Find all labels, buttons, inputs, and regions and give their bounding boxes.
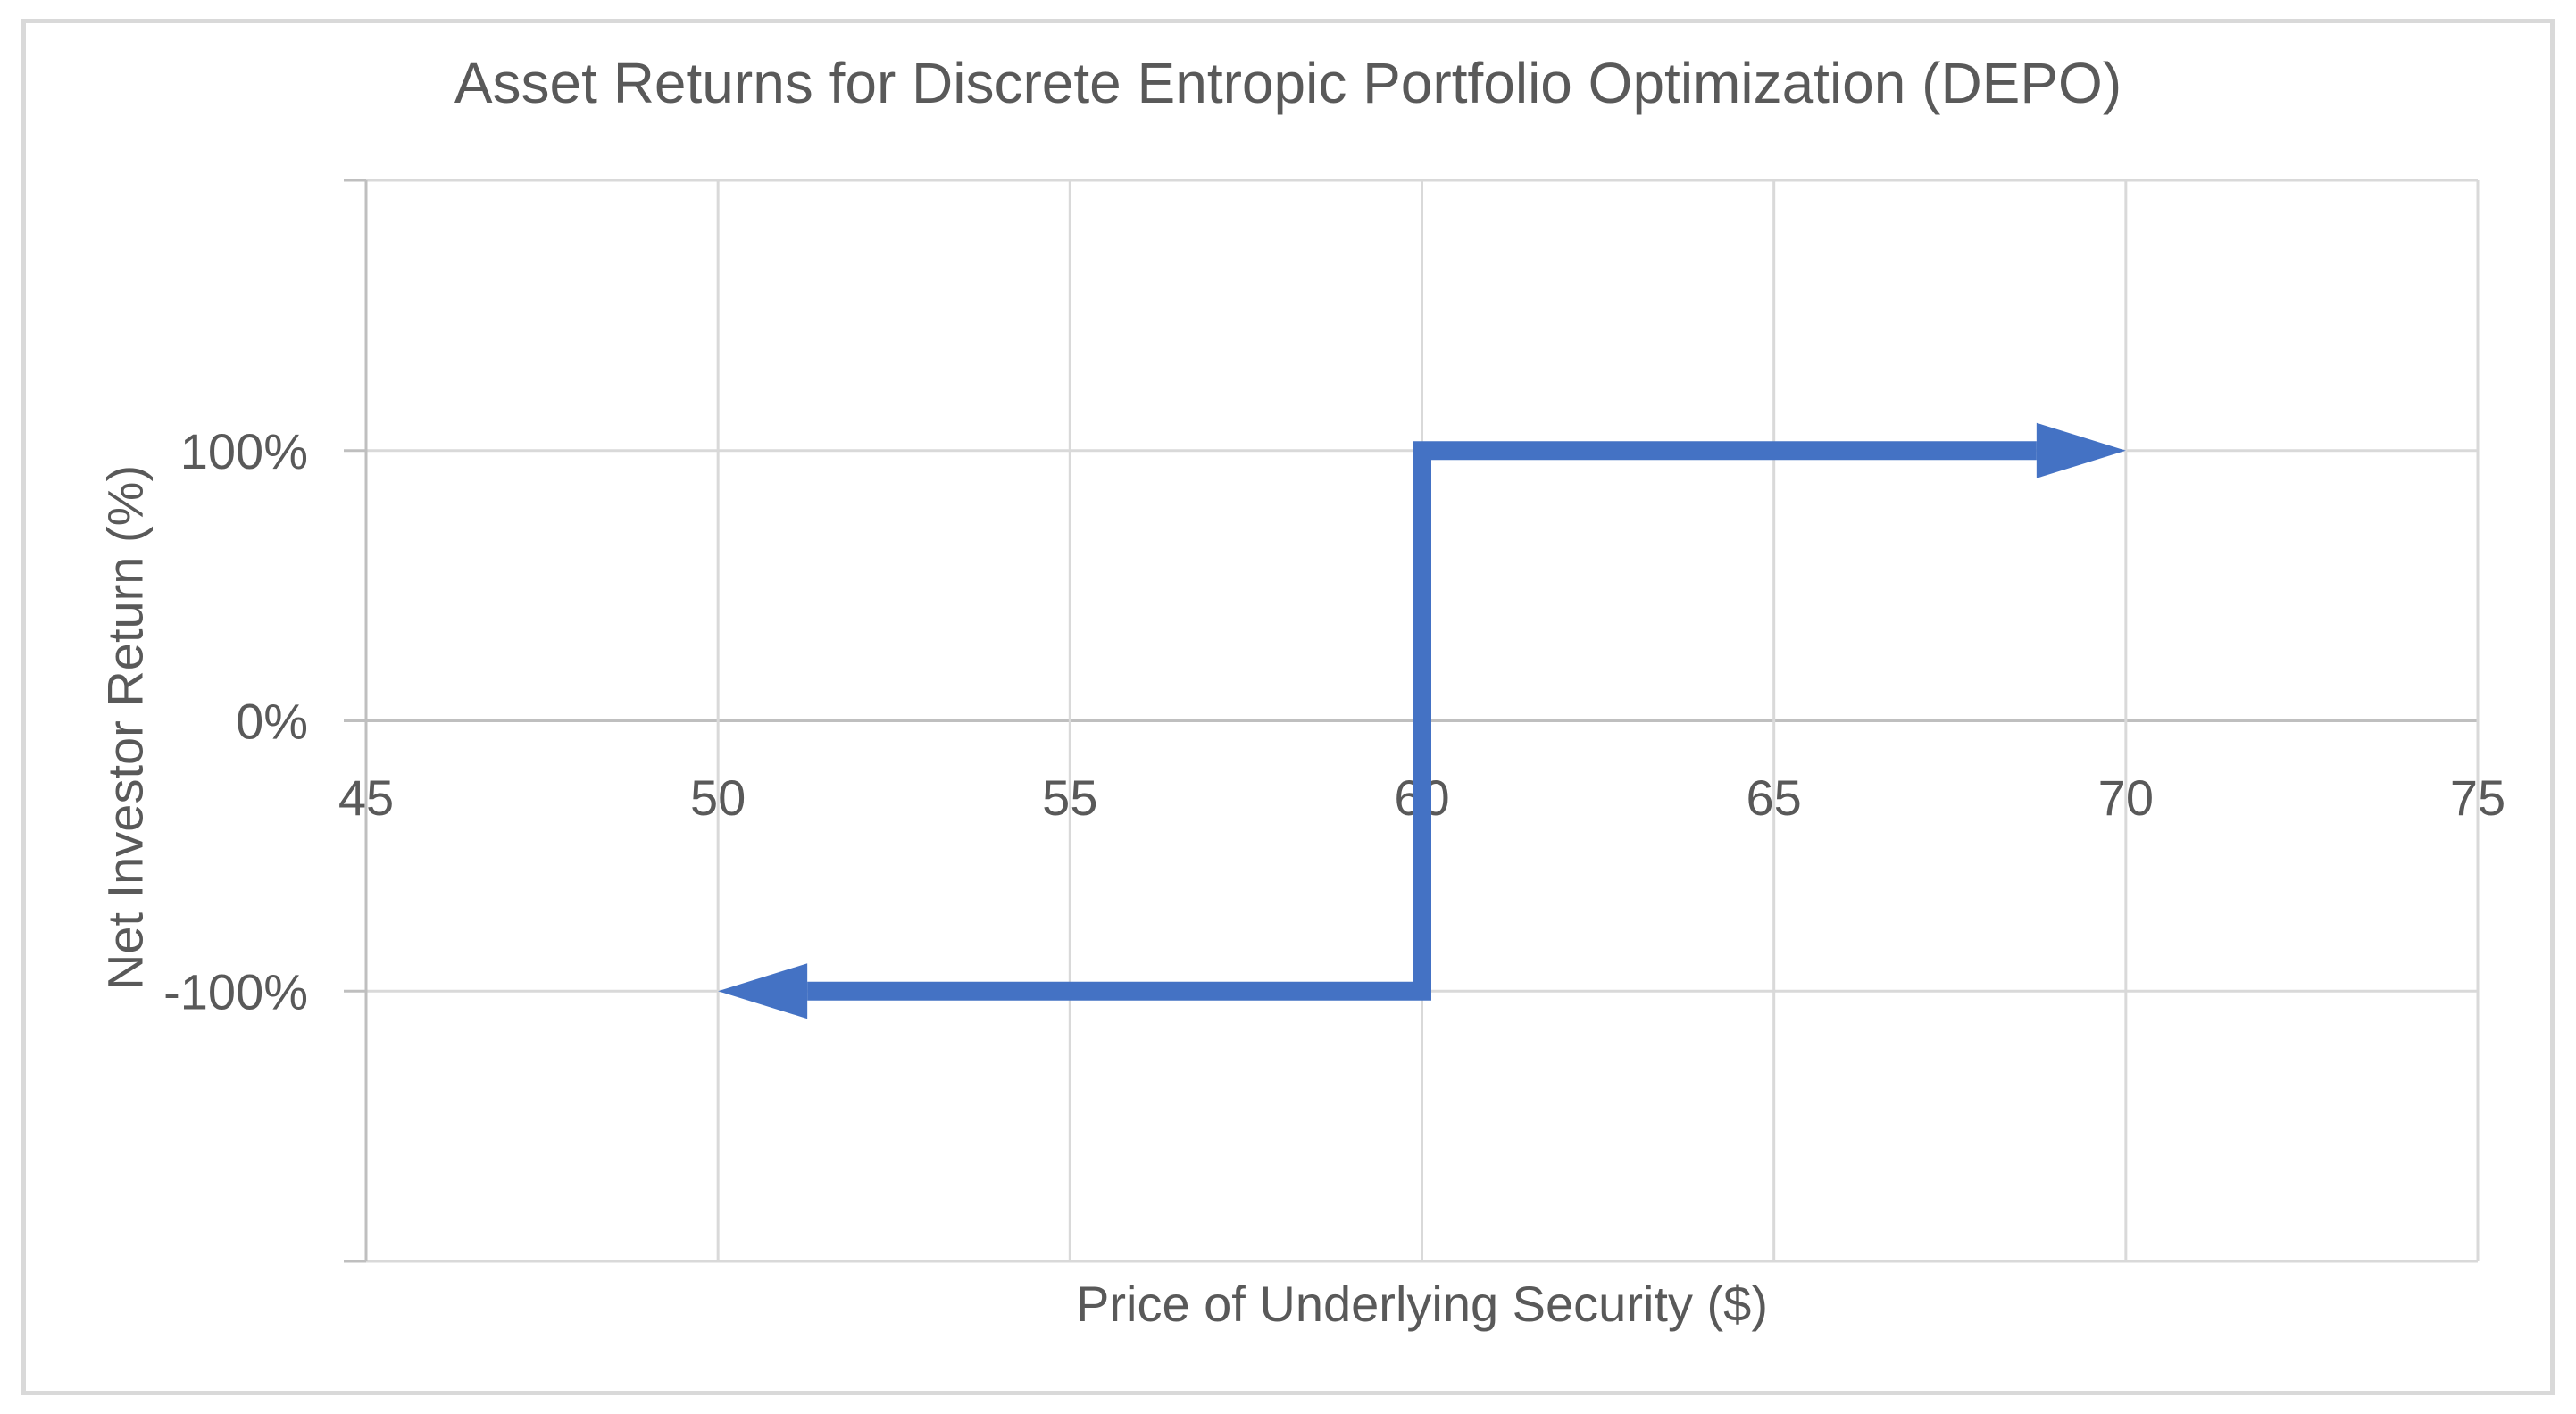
chart-title: Asset Returns for Discrete Entropic Port…	[454, 51, 2122, 115]
x-tick-label: 65	[1747, 769, 1802, 826]
x-axis-title: Price of Underlying Security ($)	[1076, 1276, 1768, 1332]
series-arrowhead	[718, 963, 808, 1019]
y-tick-label: -100%	[163, 963, 308, 1019]
x-tick-label: 75	[2450, 769, 2505, 826]
x-tick-label: 55	[1042, 769, 1097, 826]
x-tick-label: 45	[338, 769, 394, 826]
series-line	[807, 441, 2037, 1001]
y-tick-label: 100%	[180, 423, 308, 479]
x-tick-label: 70	[2098, 769, 2154, 826]
x-tick-label: 50	[690, 769, 746, 826]
y-axis-title: Net Investor Return (%)	[96, 464, 154, 991]
y-tick-label: 0%	[236, 694, 308, 750]
chart-border	[21, 19, 2555, 1395]
series-arrowhead	[2036, 422, 2126, 478]
